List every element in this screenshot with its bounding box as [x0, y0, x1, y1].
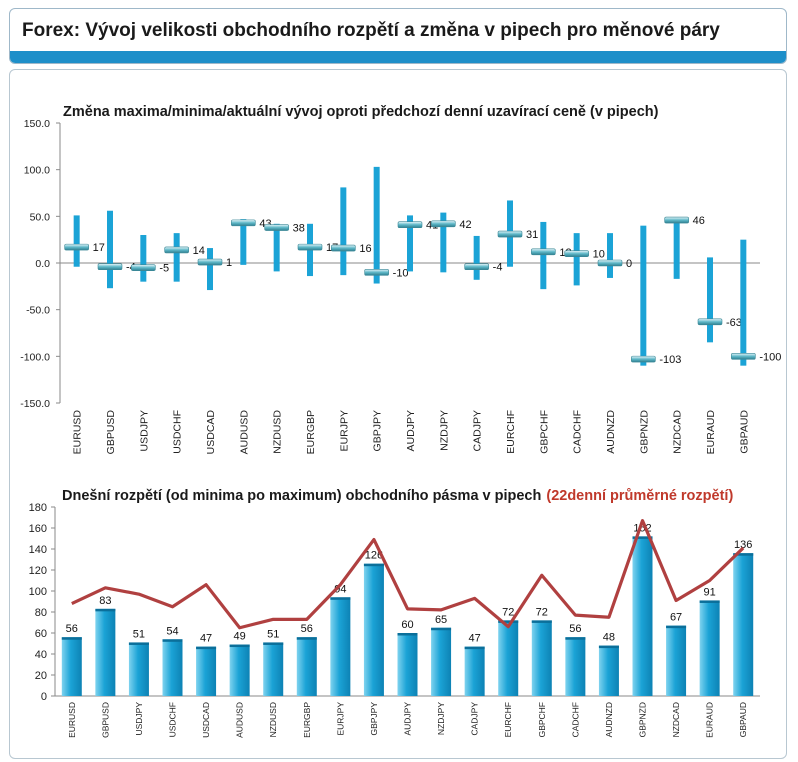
charts-panel: [9, 69, 787, 759]
page-header: Forex: Vývoj velikosti obchodního rozpět…: [9, 8, 787, 64]
header-accent-bar: [10, 51, 786, 63]
page-title: Forex: Vývoj velikosti obchodního rozpět…: [22, 20, 720, 41]
